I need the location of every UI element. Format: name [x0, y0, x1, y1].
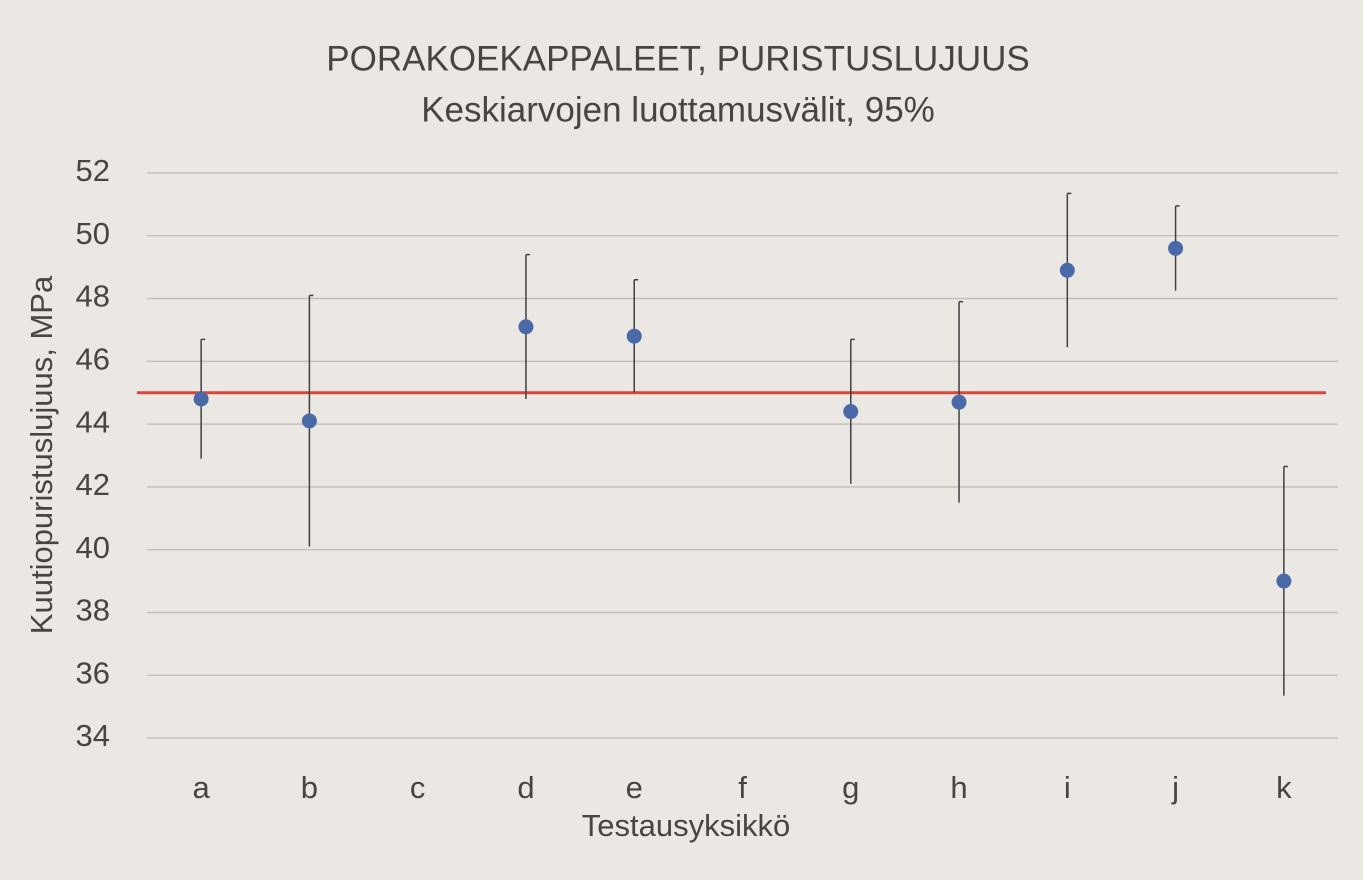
y-tick-label: 38	[76, 593, 110, 628]
y-tick-label: 52	[76, 153, 110, 188]
y-tick-label: 48	[76, 279, 110, 314]
y-axis-title: Kuutiopuristuslujuus, MPa	[24, 275, 59, 634]
y-tick-label: 46	[76, 342, 110, 377]
x-tick-label: i	[1064, 770, 1071, 805]
x-tick-label: j	[1171, 770, 1179, 805]
point	[1168, 240, 1184, 256]
point	[518, 319, 534, 335]
point	[843, 404, 859, 420]
point	[951, 394, 967, 410]
x-tick-label: d	[517, 770, 534, 805]
y-tick-label: 50	[76, 216, 110, 251]
point	[1059, 262, 1075, 278]
point	[193, 391, 209, 407]
x-tick-label: k	[1276, 770, 1292, 805]
chart-subtitle: Keskiarvojen luottamusvälit, 95%	[421, 90, 935, 129]
x-axis-title: Testausyksikkö	[582, 808, 790, 843]
x-tick-label: a	[193, 770, 211, 805]
point	[1276, 573, 1292, 589]
x-tick-label: f	[738, 770, 747, 805]
point	[301, 413, 317, 429]
chart-title: PORAKOEKAPPALEET, PURISTUSLUJUUS	[326, 39, 1029, 78]
point	[626, 328, 642, 344]
x-tick-label: c	[410, 770, 426, 805]
y-tick-label: 34	[76, 718, 110, 753]
y-tick-label: 42	[76, 467, 110, 502]
x-tick-label: h	[950, 770, 967, 805]
x-tick-label: e	[626, 770, 643, 805]
y-tick-label: 44	[76, 404, 110, 439]
y-tick-label: 40	[76, 530, 110, 565]
x-tick-label: g	[842, 770, 859, 805]
y-tick-label: 36	[76, 655, 110, 690]
x-tick-label: b	[301, 770, 318, 805]
